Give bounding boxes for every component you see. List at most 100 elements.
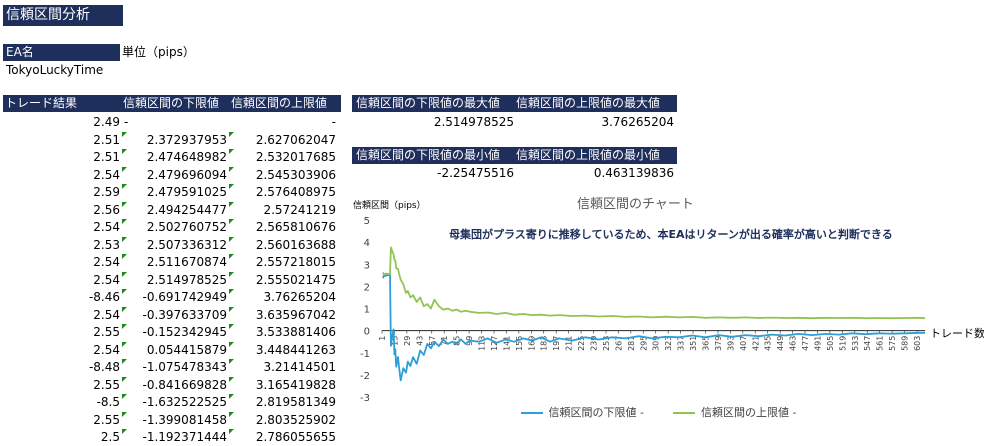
table-row: -8.48 -1.075478343 3.21414501 (0, 358, 340, 376)
cell-lower-bound[interactable]: 2.474648982 (146, 150, 227, 164)
cell-trade-result[interactable]: 2.55 (93, 377, 120, 392)
cell-trade-result[interactable]: 2.53 (93, 237, 120, 252)
cell-lower-bound[interactable]: 2.511670874 (146, 255, 227, 269)
cell-upper-bound[interactable]: 2.803525902 (255, 412, 336, 427)
cell-lower-bound[interactable]: -0.841669828 (142, 377, 228, 392)
cell-trade-result[interactable]: 2.54 (93, 307, 120, 322)
cell-lower-bound[interactable]: -1.075478343 (142, 360, 228, 374)
cell-upper-bound[interactable]: 3.76265204 (263, 290, 336, 304)
x-tick-label: 29 (403, 336, 412, 346)
x-tick-label: 281 (627, 336, 636, 351)
cell-lower-bound[interactable]: 2.507336312 (146, 237, 227, 252)
cell-lower-bound[interactable]: -1.192371444 (142, 430, 228, 444)
cell-indicator-icon (229, 271, 234, 277)
lower-max-value[interactable]: 2.514978525 (433, 115, 514, 129)
cell-upper-bound[interactable]: 3.533881406 (255, 325, 336, 339)
cell-lower-bound[interactable]: 2.494254477 (146, 202, 227, 217)
cell-upper-bound[interactable]: 2.555021475 (255, 272, 336, 287)
cell-lower-bound[interactable]: -1.399081458 (142, 412, 228, 427)
cell-trade-result[interactable]: 2.55 (93, 412, 120, 427)
cell-upper-bound[interactable]: - (331, 115, 336, 129)
cell-upper-bound[interactable]: 3.635967042 (255, 307, 336, 322)
cell-lower-bound[interactable]: 2.479591025 (146, 185, 227, 199)
cell-trade-result[interactable]: -8.46 (88, 290, 120, 304)
cell-lower-bound[interactable]: -1.632522525 (142, 395, 228, 409)
x-tick-label: 267 (614, 336, 623, 351)
cell-upper-bound[interactable]: 2.565810676 (255, 220, 336, 234)
cell-indicator-icon (229, 289, 234, 294)
x-tick-label: 407 (739, 336, 748, 351)
cell-trade-result[interactable]: 2.5 (100, 430, 120, 444)
cell-upper-bound[interactable]: 2.819581349 (255, 395, 336, 409)
x-tick-label: 253 (602, 336, 611, 351)
header-lower-max: 信頼区間の下限値の最大値 (356, 96, 501, 110)
cell-indicator-icon (122, 359, 127, 364)
cell-indicator-icon (229, 306, 234, 312)
cell-upper-bound[interactable]: 3.448441263 (255, 342, 336, 357)
y-tick-label: 1 (364, 305, 370, 316)
upper-min-value[interactable]: 0.463139836 (593, 166, 674, 180)
y-tick-label: 5 (364, 216, 370, 227)
cell-trade-result[interactable]: 2.54 (93, 220, 120, 234)
upper-max-value[interactable]: 3.76265204 (601, 115, 674, 129)
lower-min-value[interactable]: -2.25475516 (437, 166, 514, 180)
header-lower-min: 信頼区間の下限値の最小値 (356, 148, 501, 162)
x-tick-label: 337 (677, 336, 686, 351)
table-row: 2.54 -0.397633709 3.635967042 (0, 306, 340, 324)
x-tick-label: 533 (851, 336, 860, 351)
cell-trade-result[interactable]: 2.51 (93, 150, 120, 164)
cell-trade-result[interactable]: 2.59 (93, 185, 120, 199)
page-title: 信頼区間分析 (3, 5, 123, 26)
x-tick-label: 85 (453, 336, 462, 346)
x-tick-label: 57 (428, 336, 437, 346)
cell-lower-bound[interactable]: -0.152342945 (142, 325, 228, 339)
y-tick-label: 2 (364, 282, 370, 293)
header-lower-bound: 信頼区間の下限値 (123, 96, 220, 110)
cell-indicator-icon (122, 271, 127, 277)
cell-upper-bound[interactable]: 2.57241219 (263, 202, 336, 217)
cell-trade-result[interactable]: 2.51 (93, 132, 120, 147)
cell-upper-bound[interactable]: 2.532017685 (255, 150, 336, 164)
cell-upper-bound[interactable]: 3.21414501 (263, 360, 336, 374)
cell-trade-result[interactable]: -8.48 (88, 360, 120, 374)
cell-indicator-icon (229, 341, 234, 347)
legend-lower-swatch (521, 412, 543, 414)
cell-lower-bound[interactable]: 2.502760752 (146, 220, 227, 234)
cell-lower-bound[interactable]: 2.372937953 (146, 132, 227, 147)
cell-trade-result[interactable]: 2.54 (93, 167, 120, 182)
cell-upper-bound[interactable]: 2.786055655 (255, 430, 336, 444)
cell-indicator-icon (229, 376, 234, 382)
x-tick-label: 15 (390, 336, 399, 346)
cell-upper-bound[interactable]: 2.576408975 (255, 185, 336, 199)
cell-trade-result[interactable]: 2.49 (93, 115, 120, 129)
cell-trade-result[interactable]: 2.54 (93, 342, 120, 357)
x-tick-label: 197 (552, 336, 561, 351)
x-tick-label: 463 (789, 336, 798, 351)
confidence-interval-chart[interactable]: 信頼区間のチャート 信頼区間（pips） 母集団がプラス寄りに推移しているため、… (345, 188, 984, 436)
cell-trade-result[interactable]: -8.5 (96, 395, 120, 409)
table-row: 2.49- - (0, 113, 340, 131)
cell-lower-bound[interactable]: -0.691742949 (142, 290, 228, 304)
cell-lower-bound[interactable]: - (124, 115, 129, 129)
y-tick-label: -3 (360, 393, 370, 404)
table-row: 2.5 -1.192371444 2.786055655 (0, 428, 340, 446)
cell-trade-result[interactable]: 2.54 (93, 272, 120, 287)
cell-upper-bound[interactable]: 2.627062047 (255, 132, 336, 147)
cell-lower-bound[interactable]: 0.054415879 (146, 342, 227, 357)
cell-lower-bound[interactable]: -0.397633709 (142, 307, 228, 322)
cell-upper-bound[interactable]: 2.557218015 (255, 255, 336, 269)
cell-upper-bound[interactable]: 2.560163688 (255, 237, 336, 252)
max-box-header: 信頼区間の下限値の最大値 信頼区間の上限値の最大値 (352, 95, 677, 112)
cell-trade-result[interactable]: 2.56 (93, 202, 120, 217)
legend-upper-label: 信頼区間の上限値 - (700, 406, 797, 419)
table-row: 2.54 2.511670874 2.557218015 (0, 253, 340, 271)
chart-x-axis-label: トレード数 (930, 327, 984, 340)
cell-lower-bound[interactable]: 2.479696094 (146, 167, 227, 182)
cell-upper-bound[interactable]: 3.165419828 (255, 377, 336, 392)
x-tick-label: 1 (378, 336, 387, 341)
cell-upper-bound[interactable]: 2.545303906 (255, 167, 336, 182)
cell-trade-result[interactable]: 2.55 (93, 325, 120, 339)
cell-trade-result[interactable]: 2.54 (93, 255, 120, 269)
cell-lower-bound[interactable]: 2.514978525 (146, 272, 227, 287)
x-tick-label: 295 (639, 336, 648, 351)
